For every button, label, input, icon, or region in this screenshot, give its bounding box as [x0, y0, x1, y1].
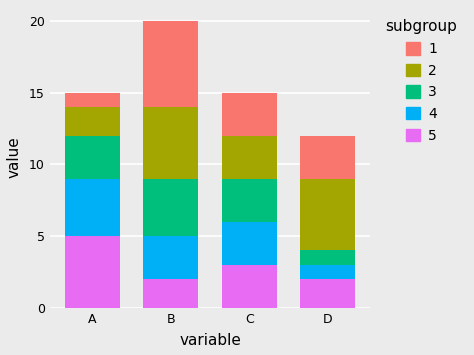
- Bar: [222, 179, 277, 222]
- Bar: [65, 93, 120, 107]
- Bar: [222, 136, 277, 179]
- Bar: [222, 264, 277, 307]
- Bar: [65, 136, 120, 179]
- Bar: [222, 93, 277, 136]
- X-axis label: variable: variable: [179, 333, 241, 348]
- Bar: [300, 179, 355, 250]
- Bar: [222, 222, 277, 264]
- Bar: [300, 279, 355, 307]
- Bar: [143, 107, 198, 179]
- Bar: [65, 236, 120, 307]
- Y-axis label: value: value: [7, 136, 22, 178]
- Bar: [143, 179, 198, 236]
- Bar: [143, 236, 198, 279]
- Legend: 1, 2, 3, 4, 5: 1, 2, 3, 4, 5: [380, 14, 463, 148]
- Bar: [300, 136, 355, 179]
- Bar: [143, 279, 198, 307]
- Bar: [65, 179, 120, 236]
- Bar: [143, 21, 198, 107]
- Bar: [300, 250, 355, 264]
- Bar: [300, 264, 355, 279]
- Bar: [65, 107, 120, 136]
